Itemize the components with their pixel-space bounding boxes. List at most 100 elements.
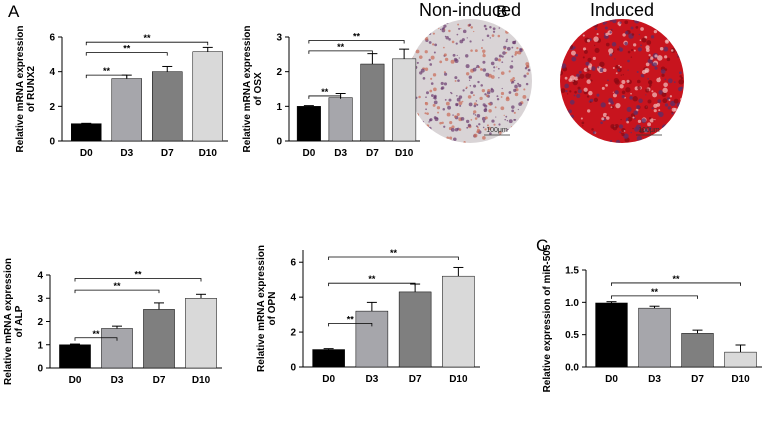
- texture: [582, 56, 585, 59]
- y-tick-label: 4: [290, 293, 296, 304]
- texture: [602, 112, 608, 118]
- texture: [472, 94, 475, 97]
- texture: [587, 57, 592, 62]
- texture: [446, 136, 449, 140]
- texture: [602, 21, 606, 25]
- texture: [525, 27, 528, 29]
- texture: [495, 116, 497, 118]
- texture: [482, 68, 487, 72]
- texture: [632, 96, 638, 102]
- texture: [449, 139, 453, 143]
- texture: [643, 19, 647, 23]
- texture: [648, 80, 653, 85]
- y-axis-label: Relative mRNA expression: [15, 26, 26, 153]
- texture: [644, 105, 649, 110]
- texture: [449, 121, 453, 125]
- texture: [567, 128, 569, 130]
- texture: [647, 78, 649, 80]
- texture: [560, 22, 563, 27]
- texture: [568, 78, 573, 82]
- texture: [580, 136, 586, 142]
- texture: [609, 139, 613, 143]
- texture: [671, 111, 674, 114]
- texture: [416, 130, 419, 133]
- texture: [574, 21, 578, 25]
- texture: [470, 49, 473, 52]
- texture: [472, 67, 477, 72]
- texture: [608, 48, 614, 54]
- texture: [560, 45, 562, 47]
- y-tick-label: 0: [49, 137, 55, 148]
- texture: [523, 88, 526, 91]
- texture: [589, 73, 592, 76]
- texture: [560, 136, 564, 142]
- texture: [493, 123, 496, 126]
- texture: [573, 25, 579, 32]
- texture: [653, 120, 655, 122]
- texture: [572, 46, 576, 50]
- texture: [665, 129, 670, 134]
- texture: [494, 106, 497, 109]
- texture: [430, 82, 434, 85]
- texture: [525, 42, 529, 46]
- texture: [654, 54, 658, 58]
- texture: [633, 49, 636, 52]
- texture: [522, 46, 527, 51]
- texture: [428, 32, 432, 35]
- texture: [506, 120, 509, 122]
- texture: [526, 98, 530, 101]
- texture: [484, 107, 488, 111]
- bar: [312, 349, 345, 368]
- texture: [496, 95, 499, 98]
- texture: [606, 114, 608, 117]
- texture: [426, 124, 430, 128]
- y-axis-label: of OPN: [267, 292, 278, 326]
- texture: [473, 104, 477, 108]
- texture: [560, 61, 563, 63]
- x-tick-label: D10: [199, 148, 218, 159]
- texture: [648, 56, 651, 59]
- texture: [590, 79, 593, 82]
- texture: [637, 47, 642, 52]
- texture: [500, 96, 503, 98]
- texture: [516, 121, 519, 125]
- texture: [620, 74, 622, 76]
- texture: [648, 140, 654, 143]
- texture: [457, 23, 460, 26]
- x-tick-label: D10: [731, 374, 750, 385]
- x-tick-label: D3: [334, 148, 347, 159]
- significance-bracket: [74, 289, 160, 294]
- texture: [432, 43, 435, 46]
- texture: [415, 49, 420, 54]
- texture: [576, 140, 582, 143]
- texture: [473, 133, 478, 138]
- texture: [506, 96, 510, 100]
- texture: [569, 99, 575, 105]
- texture: [428, 121, 430, 123]
- panel-label: B: [496, 2, 507, 21]
- texture: [563, 39, 568, 44]
- texture: [570, 127, 574, 131]
- texture: [450, 59, 455, 64]
- significance-bracket: [308, 40, 405, 44]
- texture: [408, 21, 410, 25]
- texture: [570, 114, 574, 119]
- texture: [443, 53, 447, 57]
- x-tick-label: D10: [395, 148, 414, 159]
- texture: [445, 21, 449, 25]
- texture: [444, 98, 447, 101]
- texture: [560, 131, 565, 138]
- texture: [664, 129, 666, 131]
- texture: [637, 119, 642, 124]
- texture: [525, 121, 529, 125]
- texture: [562, 120, 568, 126]
- texture: [490, 61, 495, 66]
- texture: [624, 31, 629, 35]
- texture: [489, 132, 492, 135]
- texture: [496, 97, 500, 101]
- bar: [143, 309, 175, 369]
- texture: [621, 90, 626, 95]
- texture: [514, 84, 518, 89]
- texture: [564, 83, 569, 89]
